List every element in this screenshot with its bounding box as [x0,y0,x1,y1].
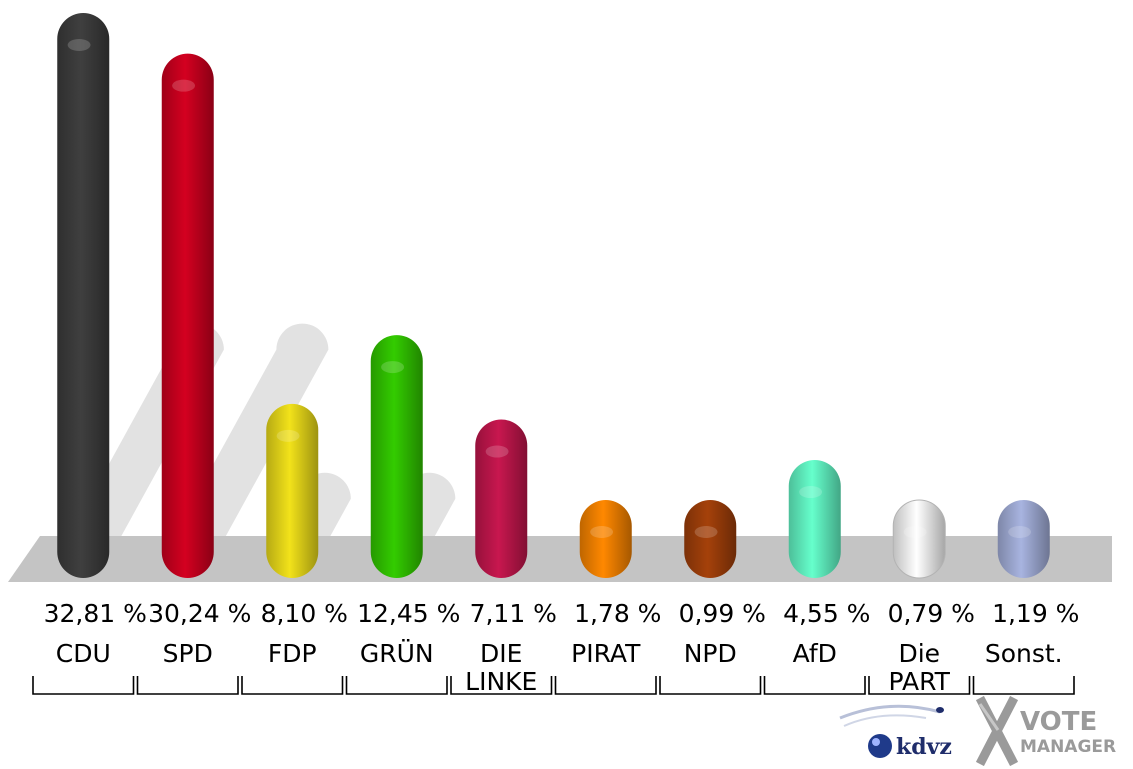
category-label-sonst: Sonst. [985,639,1063,668]
bar-spd [161,53,214,578]
value-label-afd: 4,55 % [783,599,870,628]
value-label-spd: 30,24 % [148,599,251,628]
category-label-die-linke-line2: LINKE [465,667,537,696]
logo-area: kdvz VOTE MANAGER [839,696,1116,766]
vote-logo-text: VOTE [1020,707,1097,737]
category-label-spd: SPD [163,639,213,668]
bar-highlight-sonst [1008,526,1032,538]
bar-highlight-gr-ne [381,361,405,374]
bar-highlight-fdp [276,429,300,442]
category-bracket-afd [763,676,866,695]
bar-cdu [57,13,110,579]
category-bracket-die-linke [450,676,553,695]
category-bracket-sonst [972,676,1075,695]
category-bracket-die-partei [868,676,971,695]
value-label-die-partei: 0,79 % [888,599,975,628]
bar-highlight-afd [799,486,823,499]
bracket-layer [32,676,1075,695]
category-label-npd: NPD [684,639,737,668]
bar-sonst [997,500,1050,578]
value-label-sonst: 1,19 % [992,599,1079,628]
bar-afd [788,460,841,578]
kdvz-logo-text: kdvz [896,734,952,760]
category-label-die-partei-line2: PART [889,667,951,696]
category-bracket-piraten [554,676,657,695]
kdvz-logo: kdvz [839,704,952,760]
category-label-fdp: FDP [268,639,317,668]
bar-highlight-npd [694,526,718,538]
value-label-npd: 0,99 % [679,599,766,628]
category-label-cdu: CDU [56,639,111,668]
bar-die-partei [892,499,946,579]
bar-highlight-spd [172,79,196,92]
category-label-die-partei: Die [898,639,940,668]
bar-npd [684,500,737,578]
category-bracket-npd [659,676,762,695]
category-label-gr-ne: GRÜN [360,639,434,668]
bar-gr-ne [370,335,423,578]
bar-highlight-cdu [67,39,91,52]
category-label-afd: AfD [793,639,837,668]
manager-logo-text: MANAGER [1020,737,1116,757]
bar-fdp [266,403,319,578]
label-layer: 32,81 % CDU 30,24 % SPD 8,10 % FDP 12,45 % GRÜN… [44,599,1080,696]
value-label-cdu: 32,81 % [44,599,147,628]
vote-manager-logo: VOTE MANAGER [975,696,1116,766]
value-label-fdp: 8,10 % [261,599,348,628]
category-bracket-spd [136,676,239,695]
value-label-die-linke: 7,11 % [470,599,557,628]
category-bracket-fdp [241,676,344,695]
bar-highlight-die-linke [485,445,509,458]
category-bracket-gr-ne [345,676,448,695]
bar-highlight-die-partei [903,526,927,538]
bar-highlight-piraten [590,526,614,538]
category-label-piraten: PIRAT [571,639,641,668]
category-bracket-cdu [32,676,135,695]
category-label-die-linke: DIE [480,639,522,668]
bar-piraten [579,500,632,578]
value-label-gr-ne: 12,45 % [357,599,460,628]
bar-die-linke [475,419,528,578]
value-label-piraten: 1,78 % [574,599,661,628]
bar-layer [57,13,1050,579]
